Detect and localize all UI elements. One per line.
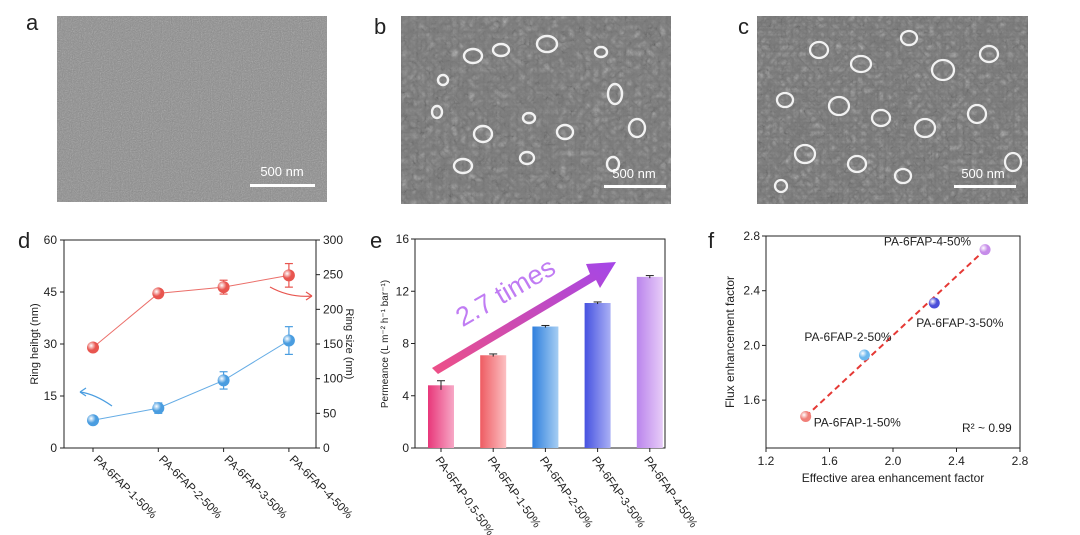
data-point: [928, 297, 940, 309]
sem-image-c: 500 nm: [757, 16, 1028, 204]
data-point: [87, 341, 99, 354]
data-point: [282, 334, 295, 347]
y-right-tick-label: 100: [323, 372, 343, 386]
panel-label-a: a: [26, 10, 39, 35]
data-point: [282, 269, 295, 282]
y-right-tick-label: 150: [323, 337, 343, 351]
x-tick-label: 2.4: [948, 454, 965, 468]
x-tick-label: PA-6FAP-3-50%: [221, 454, 289, 522]
bar: [428, 385, 454, 448]
y-tick-label: 0: [402, 441, 409, 455]
panel-label-d: d: [18, 228, 31, 253]
axis-arrow-left: [79, 391, 113, 407]
x-tick-label: PA-6FAP-4-50%: [287, 454, 355, 522]
y-tick-label: 4: [402, 389, 409, 403]
data-point: [858, 349, 870, 361]
x-tick-label: 1.6: [821, 454, 838, 468]
data-point: [152, 287, 165, 300]
scale-label: 500 nm: [612, 166, 655, 181]
bar: [636, 276, 663, 448]
x-tick-label: PA-6FAP-2-50%: [156, 454, 224, 522]
x-tick-label: PA-6FAP-3-50%: [589, 455, 647, 530]
scale-label: 500 nm: [260, 164, 303, 179]
panel-label-b: b: [374, 14, 387, 39]
y-tick-label: 8: [402, 337, 409, 351]
data-point-label: PA-6FAP-4-50%: [884, 235, 971, 249]
y-tick-label: 2.0: [743, 338, 760, 352]
x-tick-label: PA-6FAP-2-50%: [537, 455, 595, 530]
x-tick-label: 2.8: [1012, 454, 1029, 468]
y-tick-label: 60: [44, 233, 58, 247]
y-axis-title: Flux enhancement factor: [723, 276, 737, 408]
x-tick-label: PA-6FAP-1-50%: [485, 455, 543, 530]
data-point: [979, 244, 991, 256]
y-axis-title: Permeance (L m⁻² h⁻¹ bar⁻¹): [380, 280, 391, 408]
data-point-label: PA-6FAP-1-50%: [814, 416, 901, 430]
scale-bar: [604, 185, 666, 188]
y-tick-label: 12: [396, 284, 410, 298]
axis-arrow-right: [269, 286, 313, 297]
y-tick-label: 1.6: [743, 393, 760, 407]
y-tick-label: 45: [44, 285, 58, 299]
y-right-tick-label: 50: [323, 406, 337, 420]
plot-frame: [63, 239, 317, 449]
scale-label: 500 nm: [961, 166, 1004, 181]
bar: [480, 355, 507, 448]
scale-bar: [250, 184, 315, 187]
x-tick-label: PA-6FAP-0.5-50%: [433, 455, 496, 535]
axis-arrow-left-head: [79, 387, 87, 397]
sem-image-a: 500 nm: [57, 16, 327, 202]
sem-image-b: 500 nm: [401, 16, 671, 204]
series-line: [92, 274, 289, 348]
data-point-label: PA-6FAP-2-50%: [804, 330, 891, 344]
data-point: [800, 411, 812, 423]
y-right-tick-label: 200: [323, 302, 343, 316]
panel-label-c: c: [738, 14, 749, 39]
y-tick-label: 2.8: [743, 229, 760, 243]
bar: [584, 303, 611, 448]
x-tick-label: PA-6FAP-1-50%: [91, 454, 159, 522]
x-axis-title: Effective area enhancement factor: [802, 471, 985, 485]
data-point: [217, 374, 230, 387]
y-right-tick-label: 0: [323, 441, 330, 455]
x-tick-label: PA-6FAP-4-50%: [641, 455, 699, 530]
data-point: [217, 281, 230, 294]
x-tick-label: 2.0: [885, 454, 902, 468]
y-tick-label: 30: [44, 337, 58, 351]
y-right-tick-label: 300: [323, 233, 343, 247]
bar: [532, 326, 559, 448]
x-tick-label: 1.2: [758, 454, 775, 468]
y-right-tick-label: 250: [323, 268, 343, 282]
y-tick-label: 0: [50, 441, 57, 455]
axis-arrow-right-head: [305, 291, 313, 301]
panel-label-f: f: [708, 228, 715, 253]
y-tick-label: 15: [44, 389, 58, 403]
fit-line: [805, 248, 986, 418]
r-squared-label: R² ~ 0.99: [962, 421, 1012, 435]
y-right-axis-title: Ring size (nm): [343, 309, 355, 380]
data-point: [152, 402, 165, 415]
series-line: [92, 340, 290, 421]
y-tick-label: 16: [396, 232, 410, 246]
y-tick-label: 2.4: [743, 284, 760, 298]
panel-label-e: e: [370, 228, 383, 253]
annotation-label: 2.7 times: [451, 252, 561, 333]
y-axis-title: Ring heihgt (nm): [29, 303, 41, 384]
data-point: [87, 414, 99, 427]
scale-bar: [954, 185, 1016, 188]
data-point-label: PA-6FAP-3-50%: [916, 316, 1003, 330]
trend-arrow: [432, 262, 616, 374]
